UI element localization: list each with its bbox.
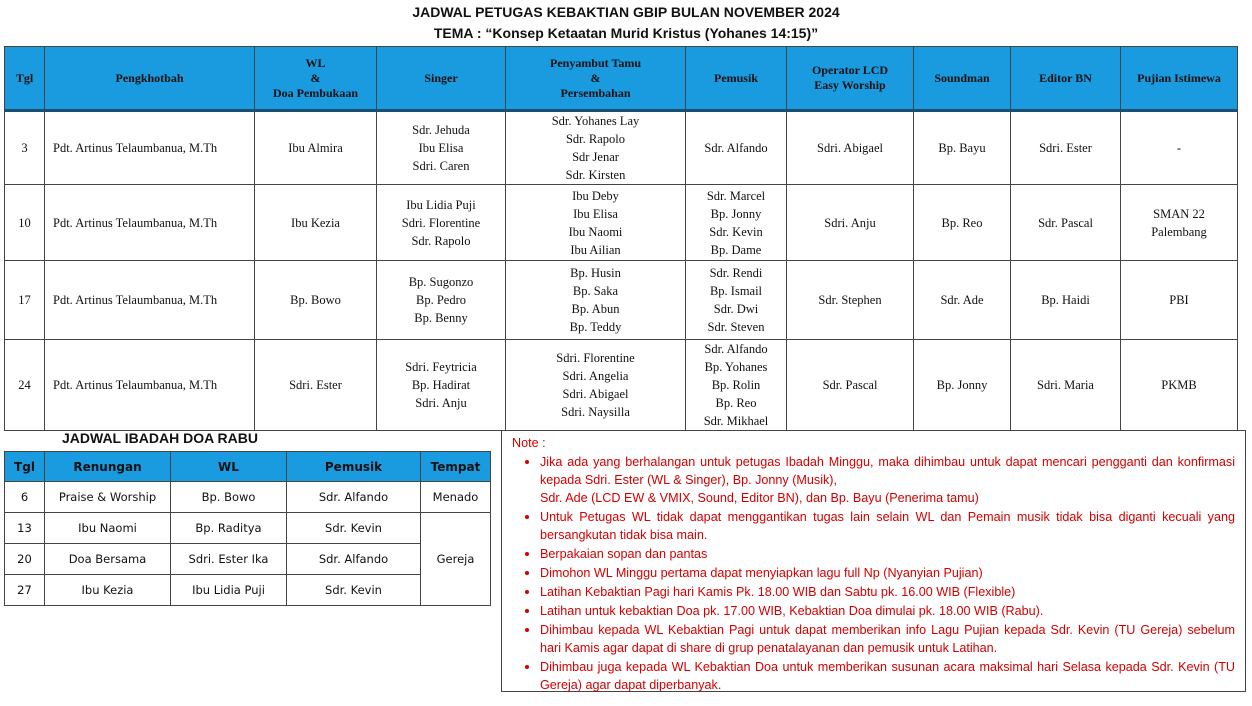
column-header: Operator LCD Easy Worship xyxy=(786,46,914,112)
table-cell: Ibu Kezia xyxy=(44,574,171,606)
prayer-schedule-table: Tgl Renungan WL Pemusik Tempat 6 Praise & Wor… xyxy=(4,451,491,606)
column-header: Tgl xyxy=(4,46,45,112)
note-item: Untuk Petugas WL tidak dapat menggantika… xyxy=(540,507,1235,544)
table-cell: 10 xyxy=(4,184,45,261)
table-cell: SMAN 22 Palembang xyxy=(1120,184,1238,261)
table-cell: Sdr. Kevin xyxy=(286,574,421,606)
table-cell: Bp. Bowo xyxy=(254,260,377,340)
note-item: Dimohon WL Minggu pertama dapat menyiapk… xyxy=(540,563,1235,582)
note-label: Note : xyxy=(512,436,546,450)
table-cell: Sdr. Alfando Bp. Yohanes Bp. Rolin Bp. R… xyxy=(685,339,787,431)
table-row: 27 Ibu Kezia Ibu Lidia Puji Sdr. Kevin xyxy=(4,574,491,606)
column-header: Pemusik xyxy=(286,451,421,482)
note-item: Latihan Kebaktian Pagi hari Kamis Pk. 18… xyxy=(540,582,1235,601)
table-cell: 24 xyxy=(4,339,45,431)
table-cell: Sdri. Abigael xyxy=(786,110,914,185)
table-cell: Sdr. Rendi Bp. Ismail Sdr. Dwi Sdr. Stev… xyxy=(685,260,787,340)
note-item: Jika ada yang berhalangan untuk petugas … xyxy=(540,452,1235,507)
table-cell: 3 xyxy=(4,110,45,185)
table-cell: 17 xyxy=(4,260,45,340)
document-title: JADWAL PETUGAS KEBAKTIAN GBIP BULAN NOVE… xyxy=(412,4,840,20)
column-header: WL xyxy=(170,451,287,482)
table-cell: Pdt. Artinus Telaumbanua, M.Th xyxy=(44,260,255,340)
column-header: Tempat xyxy=(420,451,491,482)
note-item: Berpakaian sopan dan pantas xyxy=(540,544,1235,563)
table-cell: Gereja xyxy=(420,512,491,606)
table-cell: Bp. Reo xyxy=(913,184,1011,261)
doa-table-title: JADWAL IBADAH DOA RABU xyxy=(62,430,258,446)
column-header: Penyambut Tamu & Persembahan xyxy=(505,46,686,112)
table-cell: Bp. Sugonzo Bp. Pedro Bp. Benny xyxy=(376,260,506,340)
table-cell: Ibu Almira xyxy=(254,110,377,185)
table-cell: Sdri. Feytricia Bp. Hadirat Sdri. Anju xyxy=(376,339,506,431)
note-item: Dihimbau juga kepada WL Kebaktian Doa un… xyxy=(540,657,1235,694)
column-header: Soundman xyxy=(913,46,1011,112)
table-cell: Ibu Lidia Puji Sdri. Florentine Sdr. Rap… xyxy=(376,184,506,261)
table-cell: Bp. Bayu xyxy=(913,110,1011,185)
table-cell: - xyxy=(1120,110,1238,185)
table-cell: Sdr. Ade xyxy=(913,260,1011,340)
table-row: 6 Praise & Worship Bp. Bowo Sdr. Alfando Men… xyxy=(4,481,491,513)
table-cell: Bp. Raditya xyxy=(170,512,287,544)
table-cell: Ibu Lidia Puji xyxy=(170,574,287,606)
table-cell: Pdt. Artinus Telaumbanua, M.Th xyxy=(44,110,255,185)
table-cell: 6 xyxy=(4,481,45,513)
column-header: Editor BN xyxy=(1010,46,1121,112)
table-cell: Sdri. Ester Ika xyxy=(170,543,287,575)
table-cell: 13 xyxy=(4,512,45,544)
table-row: 3 Pdt. Artinus Telaumbanua, M.Th Ibu Almir… xyxy=(4,110,1238,185)
table-cell: Sdr. Yohanes Lay Sdr. Rapolo Sdr Jenar S… xyxy=(505,110,686,185)
table-cell: Sdr. Stephen xyxy=(786,260,914,340)
table-cell: Bp. Haidi xyxy=(1010,260,1121,340)
table-cell: Ibu Deby Ibu Elisa Ibu Naomi Ibu Ailian xyxy=(505,184,686,261)
column-header: Pengkhotbah xyxy=(44,46,255,112)
table-cell: PKMB xyxy=(1120,339,1238,431)
table-cell: Sdri. Ester xyxy=(1010,110,1121,185)
note-item: Dihimbau kepada WL Kebaktian Pagi untuk … xyxy=(540,620,1235,657)
column-header: WL & Doa Pembukaan xyxy=(254,46,377,112)
table-row: 24 Pdt. Artinus Telaumbanua, M.Th Sdri. Es… xyxy=(4,339,1238,431)
table-cell: Sdri. Maria xyxy=(1010,339,1121,431)
table-cell: Praise & Worship xyxy=(44,481,171,513)
column-header: Singer xyxy=(376,46,506,112)
table-cell: Sdr. Alfando xyxy=(286,543,421,575)
document-theme: TEMA : “Konsep Ketaatan Murid Kristus (Y… xyxy=(433,25,819,41)
table-cell: PBI xyxy=(1120,260,1238,340)
column-header: Renungan xyxy=(44,451,171,482)
table-cell: Bp. Husin Bp. Saka Bp. Abun Bp. Teddy xyxy=(505,260,686,340)
column-header: Tgl xyxy=(4,451,45,482)
table-cell: Bp. Jonny xyxy=(913,339,1011,431)
notes-box: Note : Jika ada yang berhalangan untuk p… xyxy=(501,430,1246,692)
schedule-table: Tgl Pengkhotbah WL & Doa Pembukaan Singer Pe… xyxy=(4,46,1238,431)
table-cell: Sdri. Florentine Sdri. Angelia Sdri. Abi… xyxy=(505,339,686,431)
table-cell: 20 xyxy=(4,543,45,575)
table-cell: Sdr. Alfando xyxy=(685,110,787,185)
table-cell: Sdr. Marcel Bp. Jonny Sdr. Kevin Bp. Dam… xyxy=(685,184,787,261)
note-item: Latihan untuk kebaktian Doa pk. 17.00 WI… xyxy=(540,601,1235,620)
table-cell: Sdr. Jehuda Ibu Elisa Sdri. Caren xyxy=(376,110,506,185)
table-cell: Doa Bersama xyxy=(44,543,171,575)
column-header: Pujian Istimewa xyxy=(1120,46,1238,112)
table-row: 10 Pdt. Artinus Telaumbanua, M.Th Ibu Kezi… xyxy=(4,184,1238,261)
table-row: 20 Doa Bersama Sdri. Ester Ika Sdr. Alfando xyxy=(4,543,491,575)
table-cell: Pdt. Artinus Telaumbanua, M.Th xyxy=(44,184,255,261)
table-cell: Pdt. Artinus Telaumbanua, M.Th xyxy=(44,339,255,431)
table-cell: Sdri. Ester xyxy=(254,339,377,431)
table-row: 13 Ibu Naomi Bp. Raditya Sdr. Kevin Gereja xyxy=(4,512,491,606)
table-cell: Menado xyxy=(420,481,491,513)
table-row: 17 Pdt. Artinus Telaumbanua, M.Th Bp. Bowo… xyxy=(4,260,1238,340)
table-cell: 27 xyxy=(4,574,45,606)
table-cell: Bp. Bowo xyxy=(170,481,287,513)
column-header: Pemusik xyxy=(685,46,787,112)
table-cell: Sdr. Alfando xyxy=(286,481,421,513)
table-cell: Sdr. Pascal xyxy=(786,339,914,431)
table-cell: Sdri. Anju xyxy=(786,184,914,261)
table-cell: Sdr. Pascal xyxy=(1010,184,1121,261)
table-cell: Sdr. Kevin xyxy=(286,512,421,544)
table-cell: Ibu Kezia xyxy=(254,184,377,261)
table-cell: Ibu Naomi xyxy=(44,512,171,544)
